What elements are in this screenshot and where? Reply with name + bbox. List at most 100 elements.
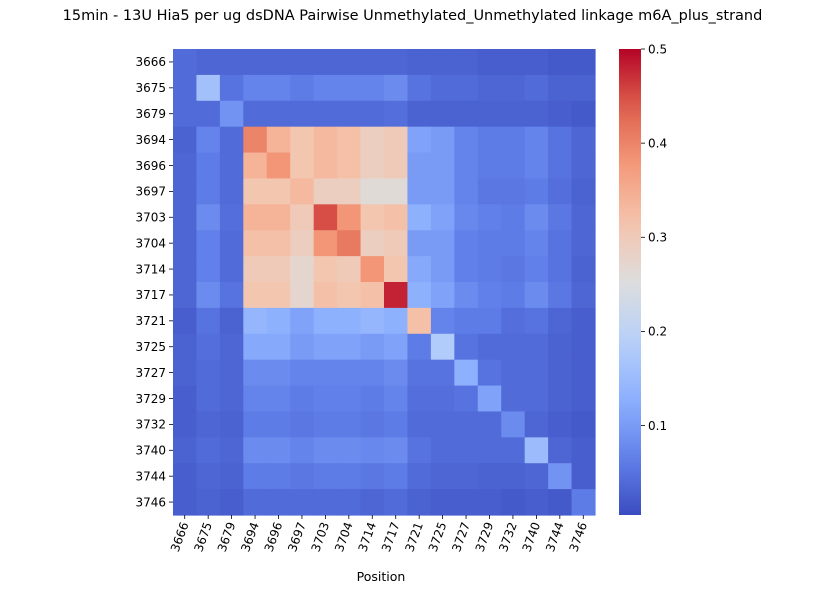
heatmap-cell <box>196 463 221 490</box>
heatmap-cell <box>384 126 409 154</box>
heatmap-cell <box>501 152 526 180</box>
heatmap-cell <box>501 385 526 413</box>
heatmap-cell <box>407 256 432 283</box>
heatmap-cell <box>430 333 455 361</box>
heatmap-cell <box>290 282 315 309</box>
x-tick-label: 3740 <box>520 520 544 553</box>
heatmap-cell <box>337 100 362 128</box>
heatmap-cell <box>360 204 385 231</box>
heatmap-cell <box>454 489 479 516</box>
heatmap-cell <box>243 307 268 335</box>
heatmap-cell <box>290 256 315 283</box>
heatmap-cell <box>173 411 198 438</box>
heatmap-cell <box>548 178 573 205</box>
x-tick-label: 3732 <box>496 520 520 553</box>
y-tick-label: 3704 <box>135 236 166 250</box>
heatmap-cell <box>219 437 244 464</box>
heatmap-cell <box>454 411 479 438</box>
heatmap-cell <box>524 100 549 128</box>
heatmap-cell <box>571 256 596 283</box>
heatmap-cell <box>524 333 549 361</box>
heatmap-cell <box>173 256 198 283</box>
x-tick-label: 3666 <box>168 520 192 553</box>
heatmap-cell <box>454 178 479 205</box>
heatmap-cell <box>384 49 409 76</box>
heatmap-cell <box>454 307 479 335</box>
heatmap-cell <box>360 49 385 76</box>
heatmap-cell <box>407 100 432 128</box>
heatmap-cell <box>430 411 455 438</box>
heatmap-cell <box>266 256 291 283</box>
heatmap-cell <box>430 204 455 231</box>
heatmap-cell <box>243 463 268 490</box>
heatmap-cell <box>266 411 291 438</box>
heatmap-cell <box>337 152 362 180</box>
heatmap-cell <box>454 100 479 128</box>
heatmap-cell <box>337 204 362 231</box>
heatmap-cell <box>196 49 221 76</box>
heatmap-cell <box>196 411 221 438</box>
heatmap-cell <box>266 463 291 490</box>
heatmap-cell <box>384 204 409 231</box>
heatmap-cell <box>337 359 362 387</box>
heatmap-cell <box>501 282 526 309</box>
heatmap-cell <box>454 282 479 309</box>
heatmap-cell <box>477 204 502 231</box>
heatmap-cell <box>571 333 596 361</box>
heatmap-cell <box>571 489 596 516</box>
heatmap-cell <box>360 463 385 490</box>
heatmap-cell <box>477 385 502 413</box>
heatmap-cell <box>430 463 455 490</box>
y-tick-label: 3729 <box>135 392 166 406</box>
heatmap-cell <box>524 204 549 231</box>
heatmap-cell <box>243 49 268 76</box>
heatmap-cell <box>290 385 315 413</box>
heatmap-cell <box>196 359 221 387</box>
heatmap-cell <box>524 282 549 309</box>
heatmap-cell <box>173 230 198 257</box>
heatmap-cell <box>313 333 338 361</box>
x-axis-ticks: 3666 3675 3679 3694 3696 3697 3703 3704 3714 3717… <box>168 515 590 554</box>
heatmap-cell <box>477 74 502 102</box>
heatmap-cell <box>430 230 455 257</box>
heatmap-cell <box>196 100 221 128</box>
heatmap-cell <box>173 333 198 361</box>
heatmap-cell <box>360 100 385 128</box>
heatmap-cell <box>196 282 221 309</box>
heatmap-cell <box>173 100 198 128</box>
heatmap-cell <box>337 489 362 516</box>
heatmap-cell <box>196 333 221 361</box>
heatmap-cell <box>196 126 221 154</box>
heatmap-cell <box>571 178 596 205</box>
heatmap-cell <box>384 307 409 335</box>
heatmap-cell <box>407 230 432 257</box>
heatmap-cell <box>454 74 479 102</box>
heatmap-cell <box>548 230 573 257</box>
colorbar-ticks: 0.1 0.2 0.3 0.4 0.5 <box>641 42 667 433</box>
heatmap-cell <box>266 307 291 335</box>
heatmap-cell <box>219 204 244 231</box>
heatmap-cell <box>243 256 268 283</box>
heatmap-cell <box>477 307 502 335</box>
heatmap-cell <box>173 204 198 231</box>
heatmap-cells <box>173 49 596 516</box>
heatmap-cell <box>548 126 573 154</box>
heatmap-cell <box>173 385 198 413</box>
x-tick-label: 3679 <box>215 520 239 553</box>
y-tick-label: 3679 <box>135 107 166 121</box>
heatmap-cell <box>196 230 221 257</box>
heatmap-cell <box>430 49 455 76</box>
heatmap-cell <box>266 204 291 231</box>
heatmap-cell <box>290 178 315 205</box>
heatmap-cell <box>501 359 526 387</box>
heatmap-cell <box>407 385 432 413</box>
heatmap-cell <box>173 463 198 490</box>
heatmap-cell <box>313 307 338 335</box>
heatmap-cell <box>477 126 502 154</box>
heatmap-cell <box>266 489 291 516</box>
heatmap-cell <box>313 74 338 102</box>
heatmap-cell <box>266 385 291 413</box>
chart-title: 15min - 13U Hia5 per ug dsDNA Pairwise U… <box>62 8 763 24</box>
heatmap-cell <box>313 178 338 205</box>
